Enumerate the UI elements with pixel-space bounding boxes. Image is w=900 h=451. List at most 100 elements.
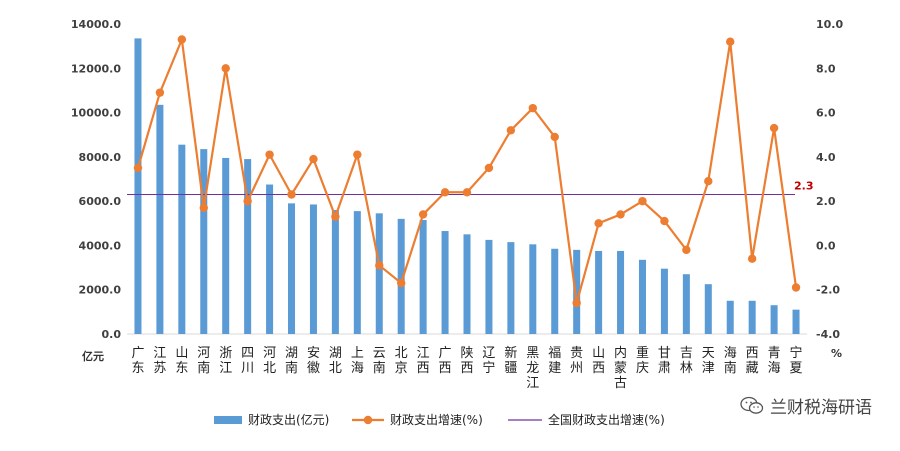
legend-bar-label: 财政支出(亿元)	[248, 412, 329, 427]
x-tick-label: 北京	[395, 346, 408, 376]
growth-point	[484, 163, 494, 173]
growth-point	[353, 150, 362, 159]
bar	[660, 268, 668, 334]
y-right-tick-label: 4.0	[816, 151, 836, 164]
legend-line-label: 财政支出增速(%)	[390, 413, 483, 427]
bar	[682, 274, 690, 334]
x-tick-label: 河南	[197, 346, 210, 376]
x-tick-label: 福建	[548, 346, 561, 376]
bar	[748, 300, 756, 334]
bar	[507, 242, 515, 334]
x-tick-label: 贵州	[570, 346, 583, 376]
growth-point	[704, 177, 713, 186]
y-left-tick-label: 12000.0	[71, 62, 121, 75]
x-tick-label: 海南	[724, 346, 737, 376]
growth-point	[769, 123, 779, 133]
bar	[551, 248, 559, 334]
y-right-tick-label: 10.0	[816, 18, 843, 31]
growth-point	[616, 210, 625, 219]
growth-point	[331, 212, 340, 221]
x-tick-label: 上海	[351, 346, 364, 376]
bar	[331, 210, 339, 334]
growth-point	[638, 196, 647, 206]
growth-point	[572, 298, 581, 308]
bar	[770, 305, 778, 334]
growth-point	[177, 35, 187, 44]
x-tick-label: 广东	[131, 346, 144, 376]
growth-point	[396, 278, 406, 288]
y-right-tick-label: -2.0	[816, 284, 840, 297]
y-right-tick-label: 6.0	[816, 107, 836, 120]
bar	[288, 203, 296, 334]
x-tick-label: 湖南	[285, 346, 298, 376]
growth-point	[309, 154, 318, 164]
growth-point	[440, 188, 450, 197]
x-tick-label: 广西	[439, 346, 452, 376]
wechat-icon	[740, 396, 764, 416]
growth-point	[506, 126, 516, 135]
bar	[156, 104, 164, 334]
x-tick-label: 甘肃	[658, 346, 671, 376]
bar	[529, 244, 537, 334]
growth-point	[418, 210, 428, 219]
legend-bar-swatch	[214, 416, 242, 424]
bar	[200, 149, 208, 334]
bar	[726, 300, 734, 334]
y-left-tick-label: 2000.0	[79, 284, 122, 297]
growth-point	[594, 219, 603, 228]
growth-point	[133, 163, 143, 173]
bar	[222, 157, 230, 334]
bar	[244, 159, 252, 334]
y-left-tick-label: 10000.0	[71, 107, 121, 120]
y-right-unit: %	[831, 347, 842, 360]
y-right-tick-label: 2.0	[816, 195, 836, 208]
x-tick-label: 新疆	[504, 345, 517, 376]
bar	[397, 218, 405, 334]
x-tick-label: 四川	[241, 346, 254, 376]
x-tick-label: 浙江	[219, 346, 232, 376]
bar	[617, 250, 625, 334]
x-tick-label: 宁夏	[790, 345, 803, 376]
growth-point	[747, 254, 757, 263]
bar	[485, 239, 493, 334]
growth-point	[221, 64, 230, 73]
x-tick-label: 山东	[175, 346, 188, 376]
growth-point	[791, 283, 801, 292]
growth-point	[528, 103, 538, 113]
growth-point	[155, 88, 165, 97]
watermark: 兰财税海研语	[740, 393, 872, 418]
watermark-text: 兰财税海研语	[770, 398, 872, 418]
bar	[573, 249, 581, 334]
x-tick-label: 河北	[263, 346, 276, 376]
growth-point	[265, 150, 274, 159]
bar	[134, 38, 142, 335]
growth-point	[375, 261, 384, 270]
growth-point	[726, 37, 735, 46]
bar	[375, 213, 383, 334]
x-tick-label: 重庆	[636, 345, 649, 376]
bar	[353, 211, 361, 334]
x-tick-label: 吉林	[680, 346, 693, 376]
y-left-tick-label: 6000.0	[79, 195, 122, 208]
x-tick-label: 辽宁	[482, 346, 495, 376]
x-tick-label: 陕西	[460, 346, 473, 376]
bar	[178, 144, 186, 334]
growth-point	[243, 196, 252, 206]
bar	[704, 284, 712, 334]
bar	[792, 309, 800, 334]
x-tick-label: 湖北	[329, 346, 342, 376]
x-tick-label: 山西	[592, 346, 605, 376]
y-right-tick-label: -4.0	[816, 328, 840, 341]
y-left-tick-label: 8000.0	[79, 151, 122, 164]
y-left-unit: 亿元	[82, 349, 104, 363]
national-growth-label: 2.3	[794, 180, 814, 193]
x-tick-label: 江西	[417, 346, 430, 376]
legend-line-marker	[363, 415, 373, 425]
x-tick-label: 西藏	[746, 346, 759, 376]
x-tick-label: 黑龙江	[526, 346, 539, 391]
x-tick-label: 安徽	[307, 346, 320, 376]
legend-hline-label: 全国财政支出增速(%)	[548, 412, 665, 427]
y-left-tick-label: 4000.0	[79, 239, 122, 252]
